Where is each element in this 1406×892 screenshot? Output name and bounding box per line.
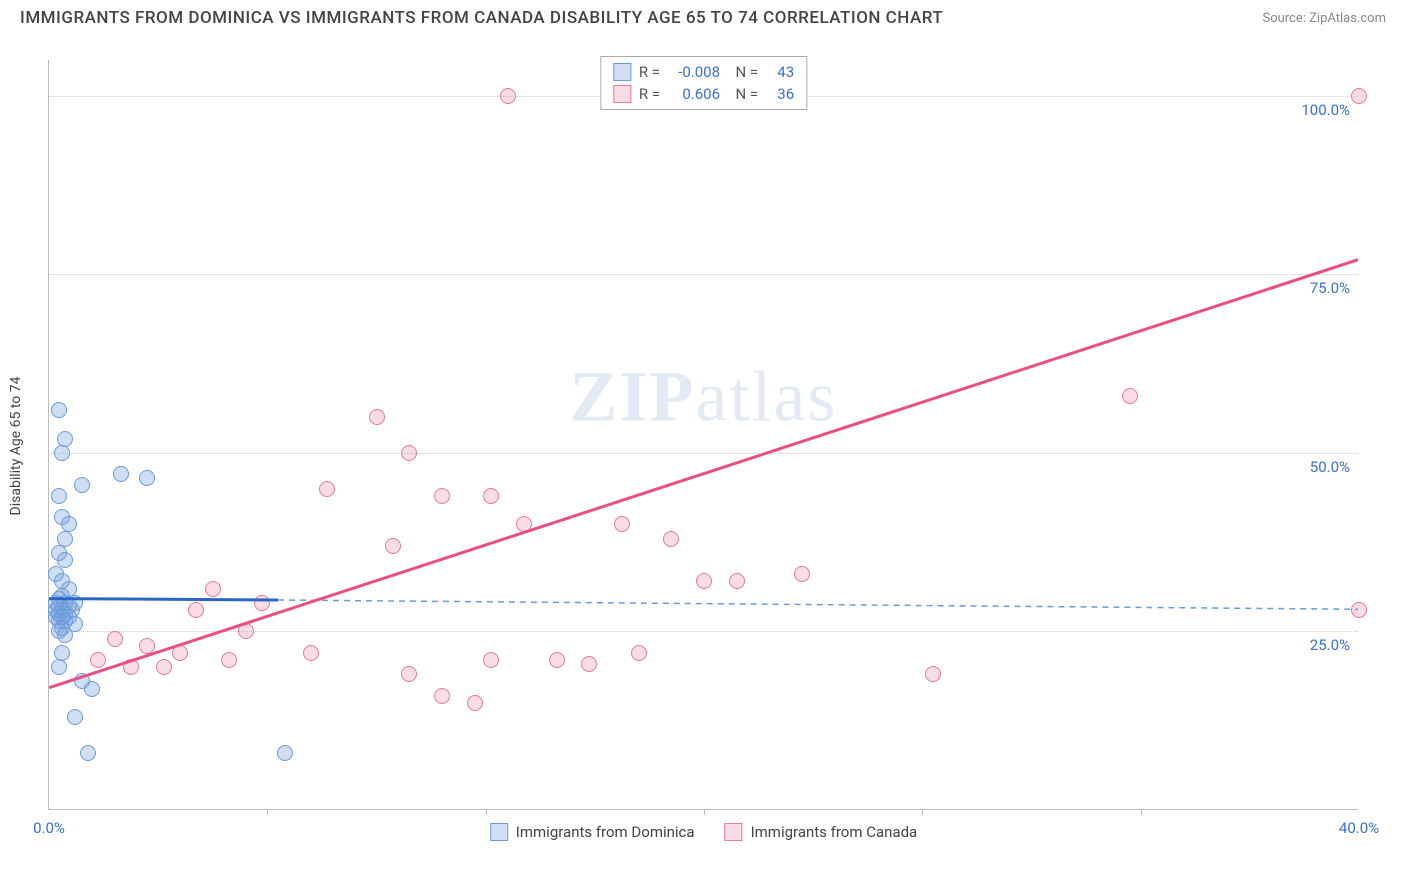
x-minor-tick [267,809,268,815]
trend-lines [49,60,1358,809]
scatter-point [90,652,106,668]
legend-swatch [725,823,743,841]
scatter-point [1351,88,1367,104]
stats-legend: R = -0.008 N = 43 R = 0.606 N = 36 [600,56,807,110]
scatter-point [254,595,270,611]
x-minor-tick [1141,809,1142,815]
scatter-point [57,531,73,547]
scatter-point [516,516,532,532]
scatter-point [57,431,73,447]
legend-swatch [490,823,508,841]
scatter-point [51,659,67,675]
scatter-point [221,652,237,668]
r-value: 0.606 [668,85,720,103]
legend-item: Immigrants from Dominica [490,823,695,841]
chart-title: IMMIGRANTS FROM DOMINICA VS IMMIGRANTS F… [20,8,943,28]
x-minor-tick [922,809,923,815]
scatter-point [123,659,139,675]
scatter-point [139,470,155,486]
scatter-point [549,652,565,668]
scatter-point [467,695,483,711]
scatter-point [113,466,129,482]
n-label: N = [728,63,758,81]
scatter-point [57,552,73,568]
scatter-point [139,638,155,654]
scatter-point [500,88,516,104]
stats-legend-row: R = -0.008 N = 43 [613,61,794,83]
scatter-point [401,666,417,682]
y-tick-label: 50.0% [1310,458,1350,476]
source-label: Source: ZipAtlas.com [1262,11,1386,26]
scatter-point [483,488,499,504]
scatter-point [369,409,385,425]
scatter-point [401,445,417,461]
scatter-point [54,445,70,461]
y-axis-label: Disability Age 65 to 74 [8,377,24,516]
scatter-point [614,516,630,532]
y-tick-label: 100.0% [1301,101,1350,119]
scatter-point [172,645,188,661]
scatter-point [663,531,679,547]
x-minor-tick [486,809,487,815]
scatter-point [303,645,319,661]
legend-item: Immigrants from Canada [725,823,918,841]
scatter-point [51,402,67,418]
gridline-h [49,274,1358,275]
x-minor-tick [704,809,705,815]
scatter-point [67,709,83,725]
scatter-point [925,666,941,682]
gridline-h [49,453,1358,454]
scatter-point [51,488,67,504]
n-value: 36 [766,85,794,103]
scatter-point [794,566,810,582]
legend-label: Immigrants from Dominica [516,823,695,841]
r-label: R = [639,63,660,81]
scatter-point [277,745,293,761]
scatter-point [319,481,335,497]
scatter-point [696,573,712,589]
n-value: 43 [766,63,794,81]
scatter-point [1351,602,1367,618]
scatter-point [434,488,450,504]
chart-plot-area: ZIPatlas R = -0.008 N = 43 R = 0.606 N =… [48,60,1358,810]
y-tick-label: 25.0% [1310,636,1350,654]
scatter-point [57,627,73,643]
r-label: R = [639,85,660,103]
scatter-point [434,688,450,704]
legend-swatch [613,63,631,81]
scatter-point [729,573,745,589]
scatter-point [84,681,100,697]
legend-swatch [613,85,631,103]
scatter-point [631,645,647,661]
r-value: -0.008 [668,63,720,81]
series-legend: Immigrants from Dominica Immigrants from… [490,823,917,841]
scatter-point [156,659,172,675]
x-tick-label: 40.0% [1339,819,1379,837]
scatter-point [205,581,221,597]
scatter-point [1122,388,1138,404]
watermark: ZIPatlas [570,356,838,439]
y-tick-label: 75.0% [1310,279,1350,297]
x-tick-label: 0.0% [33,819,65,837]
legend-label: Immigrants from Canada [751,823,918,841]
scatter-point [74,477,90,493]
scatter-point [483,652,499,668]
scatter-point [188,602,204,618]
n-label: N = [728,85,758,103]
stats-legend-row: R = 0.606 N = 36 [613,83,794,105]
scatter-point [80,745,96,761]
scatter-point [107,631,123,647]
scatter-point [581,656,597,672]
scatter-point [238,623,254,639]
scatter-point [385,538,401,554]
